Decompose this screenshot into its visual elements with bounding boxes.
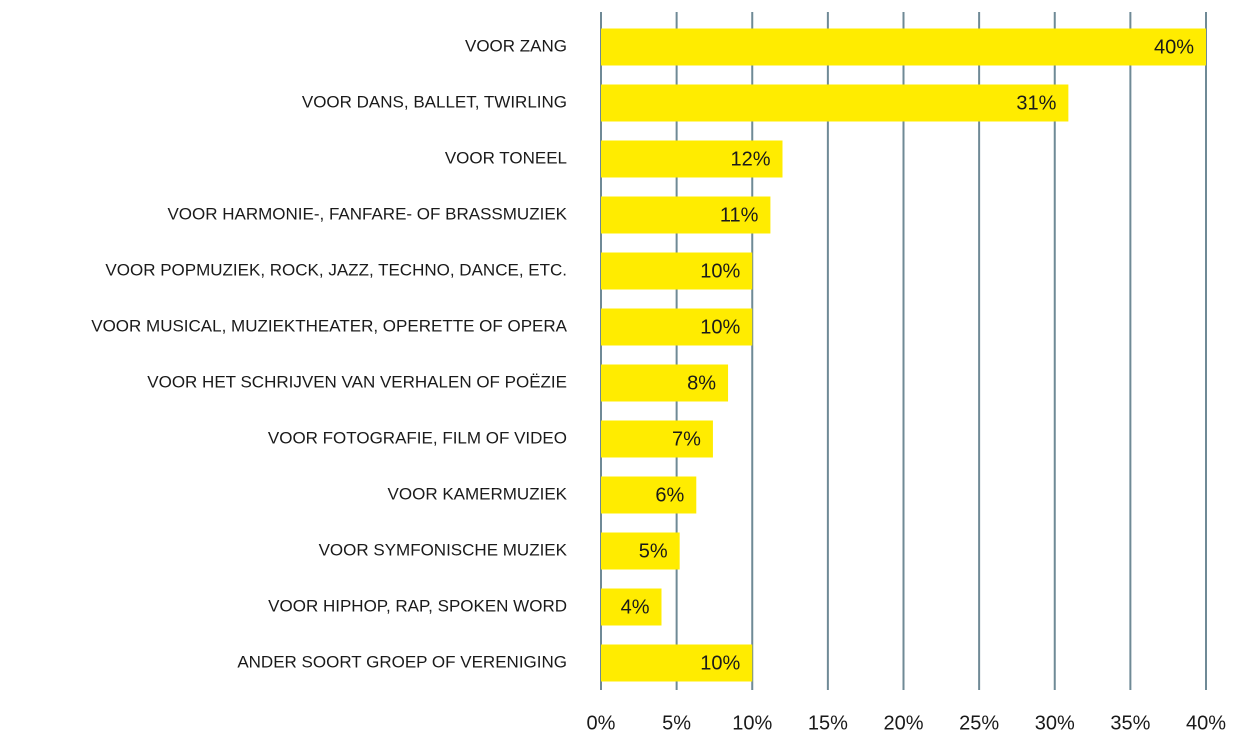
value-label: 10% bbox=[700, 260, 740, 282]
bar bbox=[601, 588, 662, 626]
x-tick-label: 35% bbox=[1110, 712, 1150, 734]
x-tick-label: 10% bbox=[732, 712, 772, 734]
category-label: VOOR KAMERMUZIEK bbox=[388, 484, 568, 503]
value-label: 8% bbox=[687, 372, 716, 394]
category-label: ANDER SOORT GROEP OF VERENIGING bbox=[237, 652, 567, 671]
value-label: 31% bbox=[1016, 92, 1056, 114]
value-label: 7% bbox=[672, 428, 701, 450]
value-label: 40% bbox=[1154, 36, 1194, 58]
bar bbox=[601, 196, 771, 234]
bar bbox=[601, 28, 1206, 66]
bar bbox=[601, 644, 753, 682]
bar bbox=[601, 84, 1069, 122]
category-label: VOOR MUSICAL, MUZIEKTHEATER, OPERETTE OF… bbox=[91, 316, 567, 335]
value-label: 4% bbox=[621, 596, 650, 618]
bar bbox=[601, 364, 729, 402]
category-label: VOOR SYMFONISCHE MUZIEK bbox=[319, 540, 568, 559]
bar bbox=[601, 532, 680, 570]
value-label: 11% bbox=[720, 204, 759, 226]
bar bbox=[601, 308, 753, 346]
value-label: 10% bbox=[700, 316, 740, 338]
category-label: VOOR ZANG bbox=[465, 36, 567, 55]
category-label: VOOR POPMUZIEK, ROCK, JAZZ, TECHNO, DANC… bbox=[105, 260, 567, 279]
category-label: VOOR FOTOGRAFIE, FILM OF VIDEO bbox=[268, 428, 567, 447]
value-label: 12% bbox=[730, 148, 770, 170]
x-tick-label: 40% bbox=[1186, 712, 1226, 734]
x-tick-label: 15% bbox=[808, 712, 848, 734]
bar bbox=[601, 252, 753, 290]
value-label: 10% bbox=[700, 652, 740, 674]
x-tick-label: 20% bbox=[883, 712, 923, 734]
x-tick-label: 25% bbox=[959, 712, 999, 734]
category-label: VOOR HARMONIE-, FANFARE- OF BRASSMUZIEK bbox=[167, 204, 567, 223]
x-tick-label: 30% bbox=[1035, 712, 1075, 734]
value-label: 5% bbox=[639, 540, 668, 562]
x-tick-label: 5% bbox=[662, 712, 691, 734]
category-label: VOOR HET SCHRIJVEN VAN VERHALEN OF POËZI… bbox=[147, 372, 567, 391]
category-label: VOOR HIPHOP, RAP, SPOKEN WORD bbox=[268, 596, 567, 615]
bar bbox=[601, 420, 713, 458]
category-label: VOOR TONEEL bbox=[445, 148, 567, 167]
x-tick-label: 0% bbox=[587, 712, 616, 734]
bar bbox=[601, 140, 783, 178]
category-label: VOOR DANS, BALLET, TWIRLING bbox=[302, 92, 567, 111]
bar bbox=[601, 476, 697, 514]
value-label: 6% bbox=[655, 484, 684, 506]
